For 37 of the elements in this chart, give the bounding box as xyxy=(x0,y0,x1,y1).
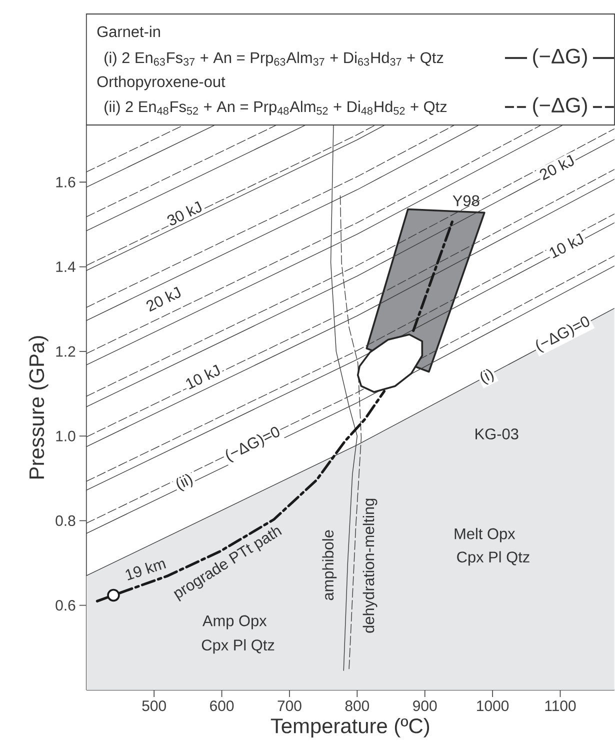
annotation: 20 kJ xyxy=(146,286,181,312)
annotation: Y98 xyxy=(452,195,480,206)
y-tick-label: 1.0 xyxy=(56,430,76,442)
text: (i) 2 En$_{63}$Fs$_{37}$ + An = Prp$_{63}$Alm$_{37}$ + Di$_{63}$Hd$_{37}$ + Qtz xyxy=(104,52,444,66)
annotation: 10 kJ xyxy=(186,364,220,390)
annotation: dehydration-melting xyxy=(362,498,378,633)
y-tick-label: 0.8 xyxy=(56,515,76,526)
x-tick-label: 1000 xyxy=(477,700,509,712)
y-tick-label: 1.2 xyxy=(56,346,76,357)
annotation: (i) xyxy=(480,368,494,385)
y-tick-label: 0.6 xyxy=(56,600,76,611)
annotation: Amp Opx xyxy=(202,615,267,630)
annotation: 19 km xyxy=(126,560,166,580)
annotation: KG-03 xyxy=(476,428,518,440)
x-axis-title: Temperature (ºC) xyxy=(270,718,430,738)
annotation: 20 kJ xyxy=(540,154,574,180)
legend-label: (−ΔG) xyxy=(533,97,587,117)
x-tick-label: 500 xyxy=(142,700,166,712)
x-tick-label: 1100 xyxy=(545,700,576,712)
y-tick-label: 1.6 xyxy=(56,176,76,188)
y-tick-label: 1.4 xyxy=(56,262,76,272)
x-tick-label: 700 xyxy=(278,700,302,712)
text: (ii) 2 En$_{48}$Fs$_{52}$ + An = Prp$_{48}$Alm$_{52}$ + Di$_{48}$Hd$_{52}$ + Qtz xyxy=(104,100,447,116)
x-tick-label: 800 xyxy=(345,700,370,712)
x-tick-label: 600 xyxy=(210,700,234,712)
annotation: 30 kJ xyxy=(167,201,202,226)
annotation: 10 kJ xyxy=(550,233,584,258)
x-tick-label: 900 xyxy=(413,700,437,712)
annotation: Cpx Pl Qtz xyxy=(457,551,530,566)
annotation: amphibole xyxy=(322,530,337,600)
y-axis-title: Pressure (GPa) xyxy=(28,336,48,478)
legend-label: (−ΔG) xyxy=(533,48,587,68)
text: Garnet-in xyxy=(97,26,160,38)
text: Orthopyroxene-out xyxy=(97,76,226,90)
annotation: (ii) xyxy=(176,474,193,492)
annotation: Melt Opx xyxy=(454,528,516,542)
annotation: Cpx Pl Qtz xyxy=(202,639,274,654)
